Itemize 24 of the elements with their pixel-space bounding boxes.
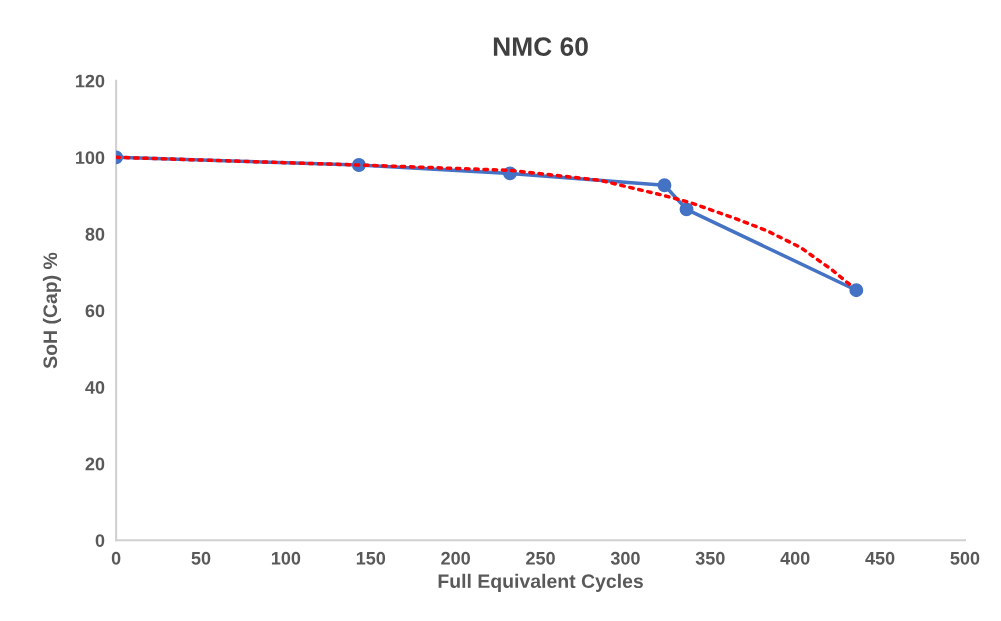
y-axis-title: SoH (Cap) % xyxy=(42,252,61,369)
point xyxy=(849,283,864,298)
x-tick-label: 150 xyxy=(356,551,386,565)
y-tick-label: 120 xyxy=(76,74,105,88)
x-tick-label: 100 xyxy=(271,551,301,565)
y-tick-label: 40 xyxy=(85,381,105,394)
x-tick-label: 500 xyxy=(950,551,980,565)
point xyxy=(657,178,672,193)
x-axis-title: Full Equivalent Cycles xyxy=(438,573,643,592)
x-tick-label: 300 xyxy=(610,551,640,565)
y-tick-label: 20 xyxy=(85,457,105,471)
y-tick-label: 0 xyxy=(95,534,105,547)
x-tick-label: 200 xyxy=(441,551,470,565)
x-tick-label: 400 xyxy=(780,551,810,565)
y-tick-label: 80 xyxy=(85,227,105,241)
x-tick-label: 450 xyxy=(865,551,895,565)
x-tick-label: 0 xyxy=(111,551,121,565)
chart-title: NMC 60 xyxy=(493,37,588,56)
x-tick-label: 50 xyxy=(191,551,211,565)
x-tick-label: 250 xyxy=(526,551,555,565)
point xyxy=(679,202,694,217)
x-tick-label: 350 xyxy=(695,551,725,565)
y-tick-label: 100 xyxy=(76,151,105,165)
y-tick-label: 60 xyxy=(85,304,105,318)
